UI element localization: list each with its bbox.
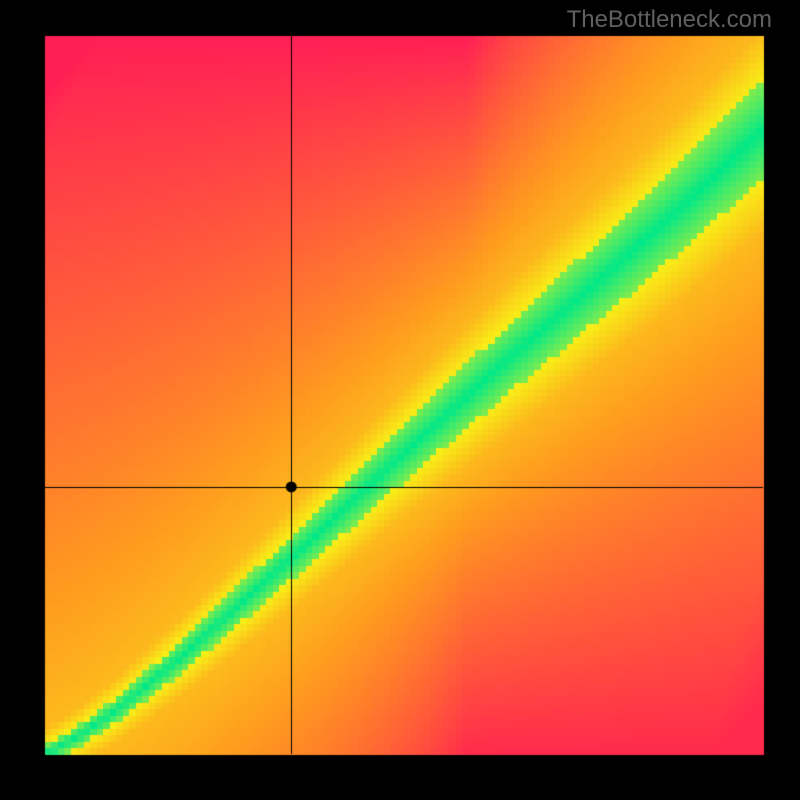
bottleneck-heatmap (0, 0, 800, 800)
watermark-text: TheBottleneck.com (567, 6, 772, 34)
chart-container: { "watermark": { "text": "TheBottleneck.… (0, 0, 800, 800)
